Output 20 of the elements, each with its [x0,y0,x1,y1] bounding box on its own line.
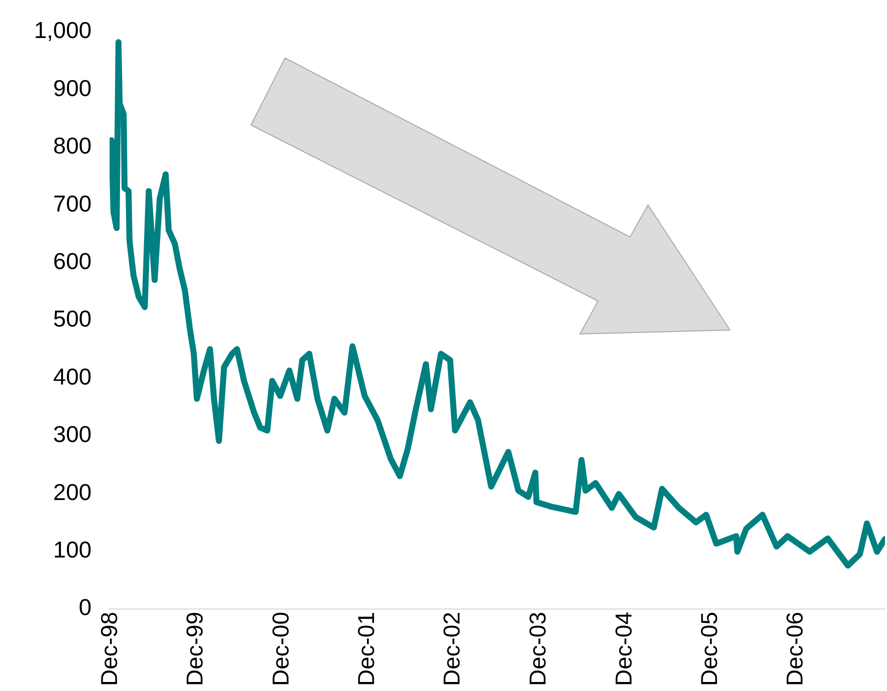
y-tick-label: 1,000 [34,17,92,44]
x-tick-label: Dec-02 [438,612,465,686]
x-tick-label: Dec-01 [353,612,380,686]
y-tick-label: 800 [53,132,92,159]
y-tick-label: 0 [78,594,92,620]
x-tick-label: Dec-03 [524,612,550,686]
x-tick-label: Dec-06 [782,612,808,686]
x-tick-label: Dec-99 [182,612,208,686]
y-tick-label: 600 [53,248,92,274]
x-tick-label: Dec-05 [696,612,722,686]
x-tick-label: Dec-04 [610,612,636,686]
y-tick-label: 500 [53,306,92,332]
y-tick-label: 100 [53,536,92,562]
x-tick-label: Dec-00 [267,612,294,686]
x-tick-label: Dec-98 [96,612,122,686]
y-tick-label: 700 [53,190,92,216]
y-tick-label: 300 [53,421,92,448]
y-tick-label: 900 [53,74,92,101]
y-tick-label: 400 [53,363,92,390]
y-tick-label: 200 [53,478,92,505]
